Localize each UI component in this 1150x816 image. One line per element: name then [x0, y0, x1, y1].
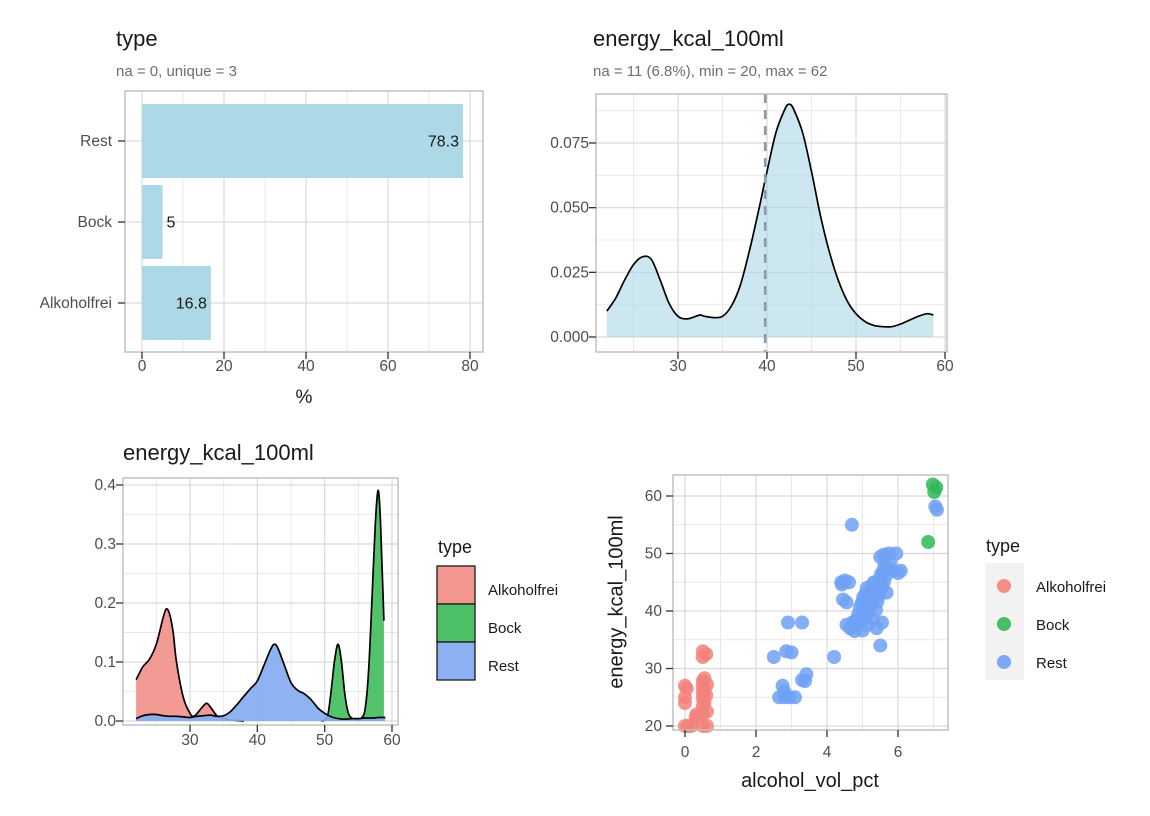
svg-text:0.050: 0.050 — [550, 200, 589, 217]
svg-text:0.025: 0.025 — [550, 264, 589, 281]
svg-text:Bock: Bock — [78, 214, 113, 231]
bar-chart-subtitle: na = 0, unique = 3 — [116, 63, 237, 80]
svg-text:30: 30 — [181, 732, 199, 749]
svg-text:0: 0 — [681, 744, 690, 761]
svg-text:20: 20 — [645, 718, 663, 735]
scatter-legend-label-alkoholfrei: Alkoholfrei — [1036, 579, 1107, 596]
density-chart-subtitle: na = 11 (6.8%), min = 20, max = 62 — [593, 63, 828, 80]
svg-text:60: 60 — [379, 358, 397, 375]
svg-text:0.3: 0.3 — [94, 536, 116, 553]
svg-text:5: 5 — [167, 215, 176, 232]
svg-text:0.000: 0.000 — [550, 329, 589, 346]
density-chart-title: energy_kcal_100ml — [593, 26, 784, 51]
svg-text:30: 30 — [669, 358, 687, 375]
svg-text:6: 6 — [894, 744, 903, 761]
svg-text:0.2: 0.2 — [94, 595, 116, 612]
scatter-legend-title: type — [986, 536, 1021, 556]
svg-text:2: 2 — [752, 744, 761, 761]
svg-text:60: 60 — [645, 488, 663, 505]
legend-label-alkoholfrei: Alkoholfrei — [488, 582, 559, 599]
legend-label-bock: Bock — [488, 620, 522, 637]
grouped-density-legend-title: type — [438, 537, 473, 557]
svg-text:50: 50 — [847, 358, 865, 375]
svg-text:40: 40 — [249, 732, 267, 749]
svg-text:40: 40 — [297, 358, 315, 375]
scatter-legend-label-rest: Rest — [1036, 655, 1067, 672]
svg-text:40: 40 — [645, 603, 663, 620]
svg-text:50: 50 — [645, 546, 663, 563]
svg-text:0.1: 0.1 — [94, 654, 116, 671]
bar-chart-title: type — [116, 26, 158, 51]
legend-label-rest: Rest — [488, 658, 519, 675]
svg-text:0: 0 — [138, 358, 147, 375]
svg-text:4: 4 — [823, 744, 832, 761]
scatter-legend-label-bock: Bock — [1036, 617, 1070, 634]
svg-text:60: 60 — [383, 732, 401, 749]
svg-text:0.4: 0.4 — [94, 477, 116, 494]
svg-text:78.3: 78.3 — [428, 134, 459, 151]
svg-text:60: 60 — [936, 358, 954, 375]
svg-text:40: 40 — [758, 358, 776, 375]
svg-text:Rest: Rest — [80, 133, 113, 150]
svg-text:20: 20 — [215, 358, 233, 375]
svg-text:50: 50 — [316, 732, 334, 749]
svg-text:80: 80 — [461, 358, 479, 375]
bar-chart-xaxis-title: % — [295, 387, 313, 408]
scatter-yaxis-title: energy_kcal_100ml — [605, 515, 628, 689]
svg-text:0.075: 0.075 — [550, 135, 589, 152]
svg-text:30: 30 — [645, 661, 663, 678]
scatter-xaxis-title: alcohol_vol_pct — [741, 770, 879, 792]
svg-text:Alkoholfrei: Alkoholfrei — [40, 295, 112, 312]
svg-text:16.8: 16.8 — [176, 296, 207, 313]
grouped-density-title: energy_kcal_100ml — [123, 440, 314, 465]
svg-text:0.0: 0.0 — [94, 713, 116, 730]
